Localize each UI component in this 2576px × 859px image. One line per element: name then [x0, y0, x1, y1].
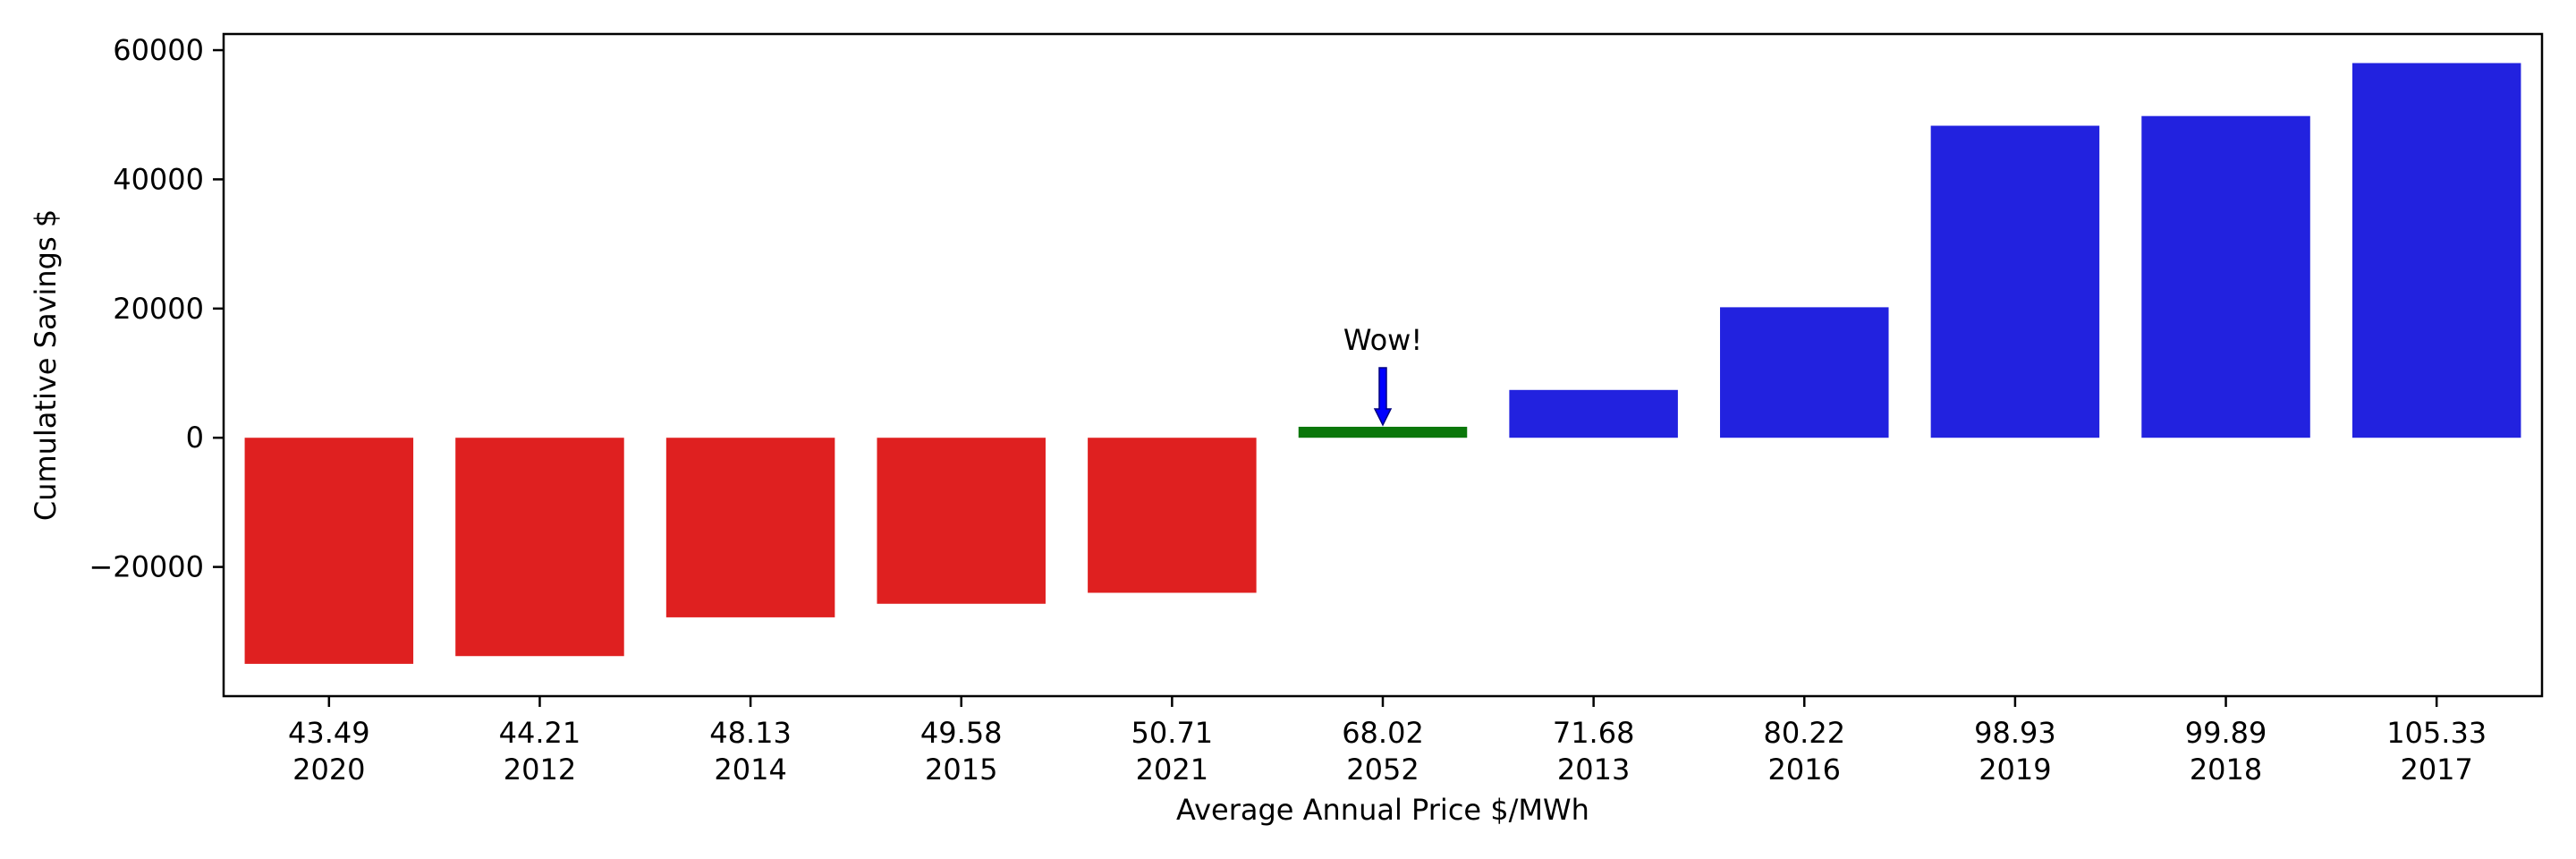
bars-group: [244, 63, 2521, 664]
y-tick-label: 20000: [113, 292, 204, 326]
bar-2020: [244, 438, 414, 664]
bar-2014: [665, 438, 835, 617]
bar-2012: [455, 438, 624, 657]
x-tick-label-price: 80.22: [1763, 716, 1845, 750]
bar-2015: [877, 438, 1046, 604]
x-tick-label-price: 105.33: [2386, 716, 2487, 750]
y-axis-label: Cumulative Savings $: [29, 209, 63, 521]
bar-2052: [1298, 426, 1468, 438]
x-tick-label-year: 2014: [714, 753, 786, 787]
x-tick-label-price: 98.93: [1974, 716, 2056, 750]
annotation-arrow: [1373, 367, 1393, 427]
x-tick-label-price: 50.71: [1131, 716, 1214, 750]
y-tick-label: 0: [186, 421, 204, 455]
x-tick-label-year: 2012: [504, 753, 576, 787]
y-tick-label: −20000: [89, 550, 204, 584]
x-tick-label-price: 68.02: [1342, 716, 1424, 750]
bar-2019: [1930, 125, 2100, 438]
annotation-group: Wow!: [1343, 323, 1422, 427]
bar-2018: [2141, 115, 2310, 438]
annotation-text: Wow!: [1343, 323, 1422, 357]
x-tick-label-year: 2013: [1557, 753, 1630, 787]
x-tick-label-price: 43.49: [288, 716, 370, 750]
x-tick-label-year: 2020: [292, 753, 365, 787]
x-tick-label-price: 71.68: [1553, 716, 1635, 750]
bar-2017: [2351, 63, 2521, 438]
y-tick-label: 60000: [113, 33, 204, 67]
x-tick-label-price: 99.89: [2185, 716, 2267, 750]
bar-2021: [1088, 438, 1257, 593]
x-tick-label-year: 2015: [925, 753, 997, 787]
y-tick-label: 40000: [113, 162, 204, 196]
x-tick-label-year: 2052: [1346, 753, 1419, 787]
x-tick-label-year: 2017: [2400, 753, 2472, 787]
x-tick-label-price: 49.58: [920, 716, 1003, 750]
x-tick-label-year: 2019: [1979, 753, 2051, 787]
y-axis: −20000 0 20000 40000 60000: [89, 33, 224, 584]
x-tick-label-year: 2021: [1136, 753, 1208, 787]
x-tick-label-price: 48.13: [709, 716, 792, 750]
x-tick-label-year: 2016: [1768, 753, 1841, 787]
x-axis-label: Average Annual Price $/MWh: [1176, 793, 1589, 827]
x-tick-label-price: 44.21: [499, 716, 581, 750]
bar-2016: [1720, 307, 1889, 438]
x-tick-label-year: 2018: [2190, 753, 2262, 787]
bar-2013: [1509, 389, 1678, 438]
